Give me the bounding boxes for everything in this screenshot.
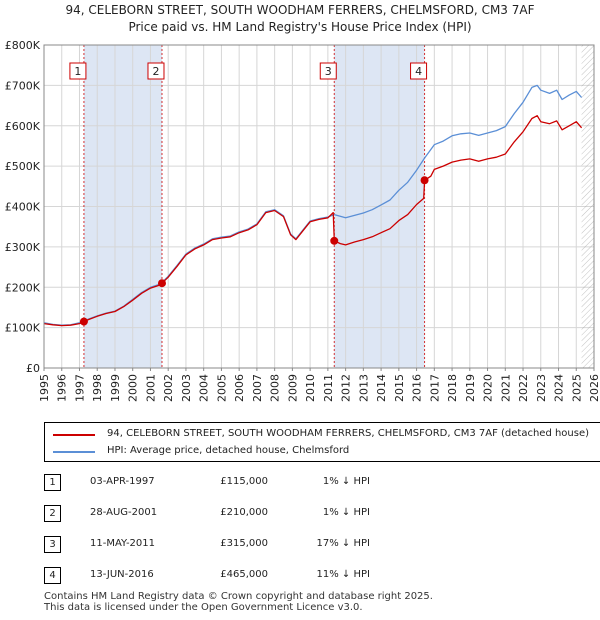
x-tick-label: 2019 bbox=[464, 374, 477, 402]
y-tick-label: £400K bbox=[5, 201, 41, 214]
plot-frame bbox=[43, 44, 595, 369]
plot-area: 1 2 3 4 £0 £100K £200K £300K £400K £500K £600K £700… bbox=[5, 39, 600, 402]
x-tick-label: 2013 bbox=[357, 374, 370, 402]
sale-label-3: 3 bbox=[325, 65, 332, 78]
y-tick-label: £100K bbox=[5, 322, 41, 335]
x-tick-label: 2003 bbox=[180, 374, 193, 402]
sale-date: 11-MAY-2011 bbox=[90, 538, 156, 549]
sale-point-2 bbox=[157, 279, 166, 288]
x-tick-label: 2023 bbox=[535, 374, 548, 402]
sale-hpi-diff: 11% ↓ HPI bbox=[316, 569, 370, 580]
x-tick-label: 2009 bbox=[286, 374, 299, 402]
forecast-hatch bbox=[581, 45, 594, 368]
legend-swatch-property bbox=[53, 434, 95, 436]
x-tick-label: 2015 bbox=[393, 374, 406, 402]
sale-label-2: 2 bbox=[152, 65, 159, 78]
x-tick-label: 2007 bbox=[251, 374, 264, 402]
y-tick-label: £700K bbox=[5, 79, 41, 92]
y-tick-label: £500K bbox=[5, 160, 41, 173]
x-tick-label: 1996 bbox=[56, 374, 69, 402]
legend-label-hpi: HPI: Average price, detached house, Chel… bbox=[107, 445, 350, 456]
sale-number-badge: 1 bbox=[44, 474, 61, 491]
x-tick-label: 2000 bbox=[127, 374, 140, 402]
sale-date: 13-JUN-2016 bbox=[90, 569, 154, 580]
sale-price: £115,000 bbox=[220, 476, 268, 487]
footer-attribution: Contains HM Land Registry data © Crown c… bbox=[44, 591, 433, 613]
footer-licence: This data is licensed under the Open Gov… bbox=[44, 602, 363, 613]
x-tick-label: 2016 bbox=[411, 374, 424, 402]
x-tick-label: 2020 bbox=[482, 374, 495, 402]
sale-date: 03-APR-1997 bbox=[90, 476, 155, 487]
sale-price: £315,000 bbox=[220, 538, 268, 549]
legend-label-property: 94, CELEBORN STREET, SOUTH WOODHAM FERRE… bbox=[107, 428, 590, 439]
sale-price: £465,000 bbox=[220, 569, 268, 580]
chart-title-line1: 94, CELEBORN STREET, SOUTH WOODHAM FERRE… bbox=[66, 3, 535, 17]
x-tick-label: 2021 bbox=[499, 374, 512, 402]
x-tick-label: 2014 bbox=[375, 374, 388, 402]
sale-number-badge: 3 bbox=[44, 536, 61, 553]
x-tick-label: 2025 bbox=[570, 374, 583, 402]
x-tick-label: 2010 bbox=[304, 374, 317, 402]
x-tick-label: 2004 bbox=[198, 374, 211, 402]
x-tick-label: 1998 bbox=[91, 374, 104, 402]
y-tick-label: £600K bbox=[5, 120, 41, 133]
sale-number-badge: 4 bbox=[44, 567, 61, 584]
x-tick-label: 1997 bbox=[73, 374, 86, 402]
x-tick-label: 2006 bbox=[233, 374, 246, 402]
sale-point-3 bbox=[330, 236, 339, 245]
sale-label-box-1 bbox=[69, 62, 87, 80]
sale-number-badge: 2 bbox=[44, 505, 61, 522]
x-tick-label: 2002 bbox=[162, 374, 175, 402]
sale-label-box-4 bbox=[410, 62, 428, 80]
legend: 94, CELEBORN STREET, SOUTH WOODHAM FERRE… bbox=[44, 422, 600, 462]
chart-title-line2: Price paid vs. HM Land Registry's House … bbox=[128, 20, 471, 34]
y-tick-label: £800K bbox=[5, 39, 41, 52]
sale-label-1: 1 bbox=[74, 65, 81, 78]
x-tick-label: 2008 bbox=[269, 374, 282, 402]
sale-hpi-diff: 1% ↓ HPI bbox=[322, 507, 370, 518]
x-tick-label: 2018 bbox=[446, 374, 459, 402]
sale-date: 28-AUG-2001 bbox=[90, 507, 158, 518]
x-tick-label: 1995 bbox=[38, 374, 51, 402]
x-tick-label: 2012 bbox=[340, 374, 353, 402]
price-chart: 94, CELEBORN STREET, SOUTH WOODHAM FERRE… bbox=[5, 3, 600, 402]
sale-label-box-2 bbox=[147, 62, 165, 80]
sale-hpi-diff: 17% ↓ HPI bbox=[316, 538, 370, 549]
x-tick-label: 2022 bbox=[517, 374, 530, 402]
x-tick-label: 1999 bbox=[109, 374, 122, 402]
sale-hpi-diff: 1% ↓ HPI bbox=[322, 476, 370, 487]
sale-point-4 bbox=[420, 176, 429, 185]
x-tick-label: 2017 bbox=[428, 374, 441, 402]
x-tick-label: 2005 bbox=[215, 374, 228, 402]
y-tick-label: £0 bbox=[26, 362, 40, 375]
x-tick-label: 2011 bbox=[322, 374, 335, 402]
sale-label-4: 4 bbox=[415, 65, 422, 78]
legend-swatch-hpi bbox=[53, 451, 95, 453]
y-tick-label: £300K bbox=[5, 241, 41, 254]
sale-label-box-3 bbox=[319, 62, 337, 80]
x-tick-label: 2026 bbox=[588, 374, 600, 402]
sale-price: £210,000 bbox=[220, 507, 268, 518]
x-tick-label: 2001 bbox=[144, 374, 157, 402]
footer-copyright: Contains HM Land Registry data © Crown c… bbox=[44, 591, 433, 602]
sale-point-1 bbox=[79, 317, 88, 326]
series-line-property bbox=[43, 115, 583, 327]
y-tick-label: £200K bbox=[5, 281, 41, 294]
x-tick-label: 2024 bbox=[553, 374, 566, 402]
